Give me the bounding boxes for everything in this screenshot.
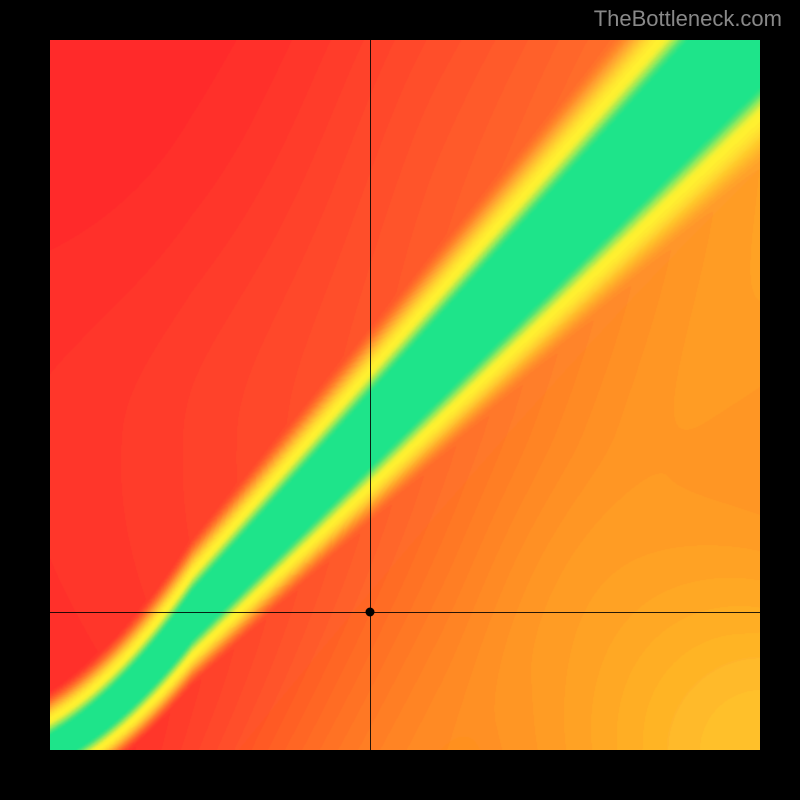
heatmap-plot	[50, 40, 760, 750]
crosshair-marker	[365, 607, 374, 616]
crosshair-vertical	[370, 40, 371, 750]
attribution-text: TheBottleneck.com	[594, 6, 782, 32]
crosshair-horizontal	[50, 612, 760, 613]
